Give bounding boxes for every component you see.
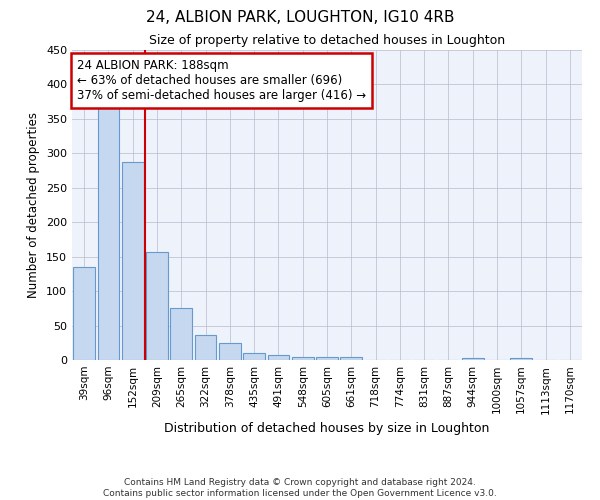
Bar: [268, 355, 289, 360]
Title: Size of property relative to detached houses in Loughton: Size of property relative to detached ho…: [149, 34, 505, 48]
X-axis label: Distribution of detached houses by size in Loughton: Distribution of detached houses by size …: [164, 422, 490, 435]
Bar: [194, 334, 217, 360]
Text: 24 ALBION PARK: 188sqm
← 63% of detached houses are smaller (696)
37% of semi-de: 24 ALBION PARK: 188sqm ← 63% of detached…: [77, 60, 366, 102]
Bar: [292, 356, 314, 360]
Text: Contains HM Land Registry data © Crown copyright and database right 2024.
Contai: Contains HM Land Registry data © Crown c…: [103, 478, 497, 498]
Bar: [170, 308, 192, 360]
Bar: [340, 357, 362, 360]
Bar: [462, 358, 484, 360]
Bar: [122, 162, 143, 360]
Bar: [316, 357, 338, 360]
Bar: [511, 358, 532, 360]
Bar: [219, 343, 241, 360]
Bar: [97, 102, 119, 360]
Y-axis label: Number of detached properties: Number of detached properties: [28, 112, 40, 298]
Bar: [146, 252, 168, 360]
Bar: [73, 267, 95, 360]
Text: 24, ALBION PARK, LOUGHTON, IG10 4RB: 24, ALBION PARK, LOUGHTON, IG10 4RB: [146, 10, 454, 25]
Bar: [243, 353, 265, 360]
